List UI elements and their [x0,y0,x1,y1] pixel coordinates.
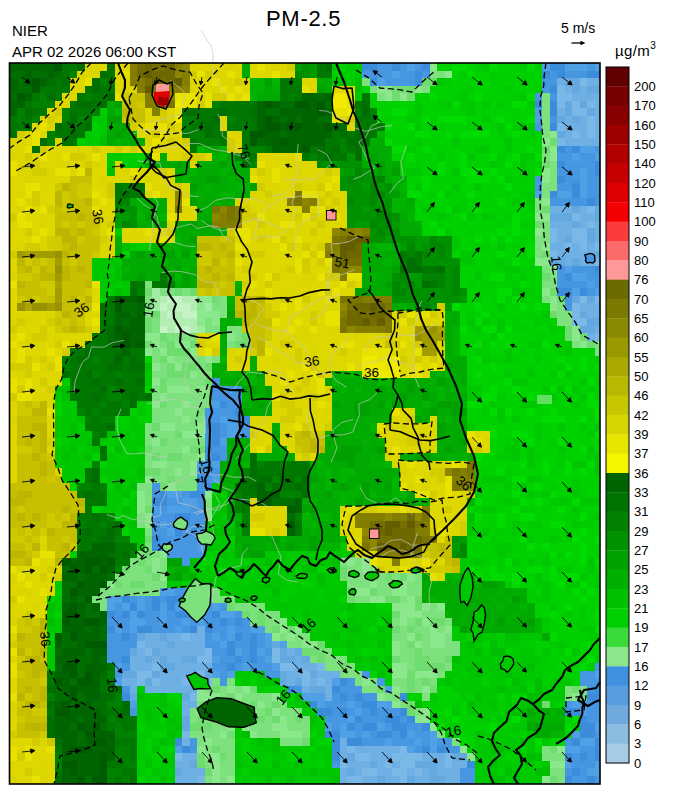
svg-text:23: 23 [634,582,648,597]
svg-text:55: 55 [634,350,648,365]
svg-text:µg/m3: µg/m3 [615,40,656,59]
svg-text:36: 36 [303,353,320,370]
svg-text:29: 29 [634,524,648,539]
svg-text:3: 3 [634,736,641,751]
svg-text:70: 70 [634,292,648,307]
svg-text:31: 31 [634,504,648,519]
svg-text:APR 02 2026 06:00 KST: APR 02 2026 06:00 KST [12,43,176,60]
svg-text:120: 120 [634,176,656,191]
svg-text:110: 110 [634,195,655,210]
svg-text:9: 9 [634,698,641,713]
svg-text:46: 46 [634,388,648,403]
svg-text:140: 140 [634,156,656,171]
svg-text:16: 16 [140,301,157,318]
svg-text:42: 42 [634,408,648,423]
svg-text:160: 160 [634,118,656,133]
svg-text:5 m/s: 5 m/s [561,20,595,36]
svg-text:21: 21 [634,601,648,616]
svg-text:PM-2.5: PM-2.5 [266,6,341,31]
svg-text:36: 36 [364,365,379,380]
svg-text:170: 170 [634,98,656,113]
svg-text:16: 16 [634,659,648,674]
svg-text:12: 12 [634,678,648,693]
svg-text:76: 76 [634,272,648,287]
svg-text:NIER: NIER [12,22,48,39]
svg-text:90: 90 [634,234,648,249]
svg-text:36: 36 [634,466,648,481]
svg-text:17: 17 [634,640,648,655]
svg-text:37: 37 [634,446,648,461]
svg-text:0: 0 [634,756,641,771]
svg-text:6: 6 [634,717,641,732]
svg-text:16: 16 [548,255,564,271]
svg-text:60: 60 [634,330,648,345]
svg-text:150: 150 [634,137,656,152]
svg-text:36: 36 [89,208,106,225]
svg-text:51: 51 [333,254,350,271]
svg-text:39: 39 [634,427,648,442]
svg-text:16: 16 [104,677,120,693]
svg-text:33: 33 [634,485,648,500]
svg-text:100: 100 [634,214,656,229]
svg-text:65: 65 [634,311,648,326]
svg-text:19: 19 [634,620,648,635]
svg-text:80: 80 [634,253,648,268]
svg-text:16: 16 [445,723,462,740]
svg-text:27: 27 [634,543,648,558]
svg-text:36: 36 [37,631,53,647]
svg-text:200: 200 [634,79,656,94]
svg-text:25: 25 [634,562,648,577]
svg-text:50: 50 [634,369,648,384]
